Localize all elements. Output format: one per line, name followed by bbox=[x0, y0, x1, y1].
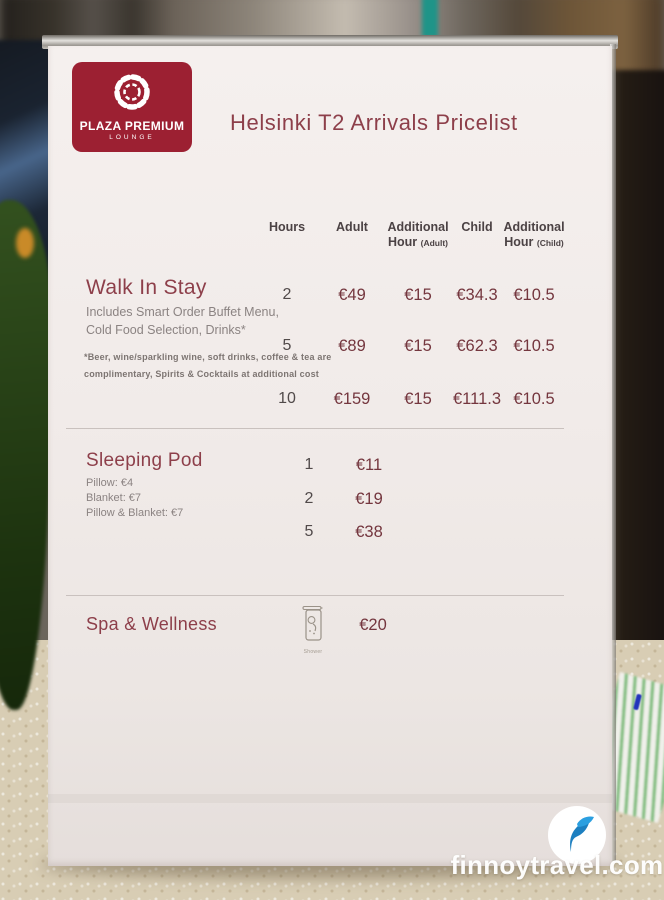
finnoytravel-logo-icon bbox=[548, 806, 606, 864]
pod-extra-pillow-blanket: Pillow & Blanket: €7 bbox=[86, 507, 184, 519]
spa-wellness-heading: Spa & Wellness bbox=[86, 614, 217, 634]
walk-in-adult-price: €159 bbox=[333, 390, 371, 408]
pricelist-card: PLAZA PREMIUM LOUNGE Helsinki T2 Arrival… bbox=[48, 46, 612, 866]
walk-in-child-price: €111.3 bbox=[452, 390, 502, 408]
walk-in-child-price: €34.3 bbox=[456, 286, 498, 304]
header-additional-text: Additional bbox=[387, 220, 449, 234]
header-hour-text: Hour bbox=[504, 235, 534, 249]
shower-icon bbox=[302, 605, 323, 641]
watermark-text: finnoytravel.com bbox=[450, 850, 664, 880]
plaza-premium-lounge-logo: PLAZA PREMIUM LOUNGE bbox=[72, 62, 192, 152]
walk-in-hours: 10 bbox=[278, 390, 296, 407]
page-title: Helsinki T2 Arrivals Pricelist bbox=[230, 110, 518, 135]
acrylic-stand-right-edge bbox=[610, 44, 616, 862]
shower-icon-label: Shower bbox=[303, 649, 323, 655]
table-header-row: Hours Adult Additional Hour (Adult) Chil… bbox=[48, 220, 612, 260]
header-additional-hour-child: Additional Hour (Child) bbox=[496, 220, 572, 251]
pod-price: €38 bbox=[355, 523, 383, 541]
plant-leaf bbox=[0, 200, 52, 710]
pod-hours: 5 bbox=[304, 523, 314, 540]
lounge-flower-icon bbox=[114, 74, 150, 110]
walk-in-hours: 5 bbox=[282, 337, 292, 354]
walk-in-footnote-line2: complimentary, Spirits & Cocktails at ad… bbox=[84, 369, 319, 379]
background-teal-object bbox=[422, 0, 438, 38]
pod-hours: 2 bbox=[304, 490, 314, 507]
header-child-sub: (Child) bbox=[536, 238, 564, 248]
header-additional-text: Additional bbox=[503, 220, 565, 234]
walk-in-adult-price: €49 bbox=[338, 286, 366, 304]
walk-in-row-10h: 10 €159 €15 €111.3 €10.5 bbox=[48, 390, 612, 412]
pod-row-5h: 5 €38 bbox=[48, 523, 612, 545]
header-hours: Hours bbox=[268, 220, 306, 234]
pod-hours: 1 bbox=[304, 456, 314, 473]
walk-in-hours: 2 bbox=[282, 286, 292, 303]
walk-in-add-adult-price: €15 bbox=[404, 337, 432, 355]
acrylic-stand-top-edge bbox=[42, 35, 618, 49]
header-child: Child bbox=[461, 220, 493, 234]
acrylic-fold-line bbox=[48, 794, 612, 803]
section-divider bbox=[66, 428, 564, 429]
walk-in-row-5h: 5 €89 €15 €62.3 €10.5 bbox=[48, 337, 612, 359]
walk-in-row-2h: 2 €49 €15 €34.3 €10.5 bbox=[48, 286, 612, 308]
logo-text-lounge: LOUNGE bbox=[109, 134, 155, 141]
sleeping-pod-heading: Sleeping Pod bbox=[86, 450, 203, 471]
pod-price: €19 bbox=[355, 490, 383, 508]
pod-extra-pillow: Pillow: €4 bbox=[86, 477, 134, 489]
plant-orange-detail bbox=[16, 228, 34, 258]
pod-row-1h: 1 €11 bbox=[48, 456, 612, 478]
walk-in-add-adult-price: €15 bbox=[404, 286, 432, 304]
walk-in-child-price: €62.3 bbox=[456, 337, 498, 355]
logo-text-plaza-premium: PLAZA PREMIUM bbox=[79, 119, 185, 133]
walk-in-add-adult-price: €15 bbox=[404, 390, 432, 408]
spa-price: €20 bbox=[359, 616, 387, 634]
walk-in-stay-heading: Walk In Stay bbox=[86, 276, 207, 299]
header-additional-hour-adult: Additional Hour (Adult) bbox=[378, 220, 458, 251]
walk-in-add-child-price: €10.5 bbox=[513, 286, 555, 304]
walk-in-description-line1: Includes Smart Order Buffet Menu, bbox=[86, 305, 279, 319]
pod-extra-blanket: Blanket: €7 bbox=[86, 492, 142, 504]
shower-pictogram: Shower bbox=[296, 604, 330, 655]
walk-in-description-line2: Cold Food Selection, Drinks* bbox=[86, 323, 246, 337]
walk-in-add-child-price: €10.5 bbox=[513, 337, 555, 355]
pod-price: €11 bbox=[355, 456, 383, 474]
header-adult: Adult bbox=[336, 220, 368, 234]
walk-in-adult-price: €89 bbox=[338, 337, 366, 355]
walk-in-add-child-price: €10.5 bbox=[513, 390, 555, 408]
pod-row-2h: 2 €19 bbox=[48, 490, 612, 512]
header-hour-text: Hour bbox=[387, 235, 418, 249]
header-adult-sub: (Adult) bbox=[420, 238, 449, 248]
walk-in-footnote-line1: *Beer, wine/sparkling wine, soft drinks,… bbox=[84, 352, 332, 362]
section-divider bbox=[66, 595, 564, 596]
